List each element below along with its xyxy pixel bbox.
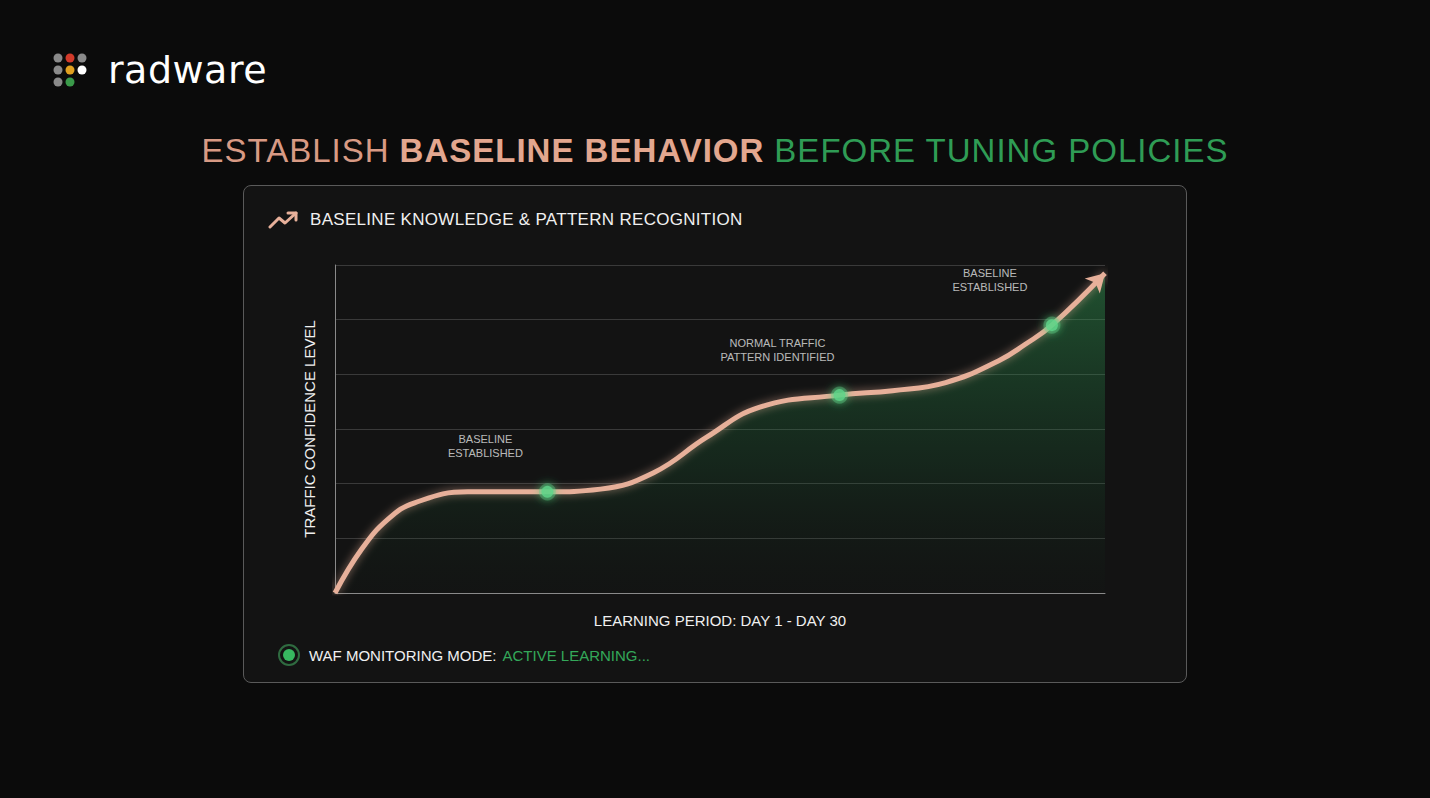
svg-text:BASELINE: BASELINE	[459, 433, 513, 445]
html-text:BASELINE KNOWLEDGE & PATTERN R: BASELINE KNOWLEDGE & PATTERN RECOGNITION	[310, 210, 743, 229]
html-text:ESTABLISH BASELINE BEHAVIOR BE: ESTABLISH BASELINE BEHAVIOR BEFORE TUNIN…	[201, 132, 1229, 169]
svg-text:NORMAL TRAFFIC: NORMAL TRAFFIC	[730, 337, 826, 349]
html-text:WAF MONITORING MODE: ACTIVE LE: WAF MONITORING MODE: ACTIVE LEARNING...	[309, 646, 650, 664]
svg-text:TRAFFIC CONFIDENCE LEVEL: TRAFFIC CONFIDENCE LEVEL	[301, 320, 318, 538]
html-text:radware: radware	[108, 48, 268, 92]
svg-text:ESTABLISHED: ESTABLISHED	[952, 281, 1027, 293]
svg-text:PATTERN IDENTIFIED: PATTERN IDENTIFIED	[721, 351, 835, 363]
svg-text:ESTABLISHED: ESTABLISHED	[448, 447, 523, 459]
svg-text:LEARNING PERIOD: DAY 1 - DAY 3: LEARNING PERIOD: DAY 1 - DAY 30	[594, 612, 846, 629]
svg-text:BASELINE: BASELINE	[963, 267, 1017, 279]
